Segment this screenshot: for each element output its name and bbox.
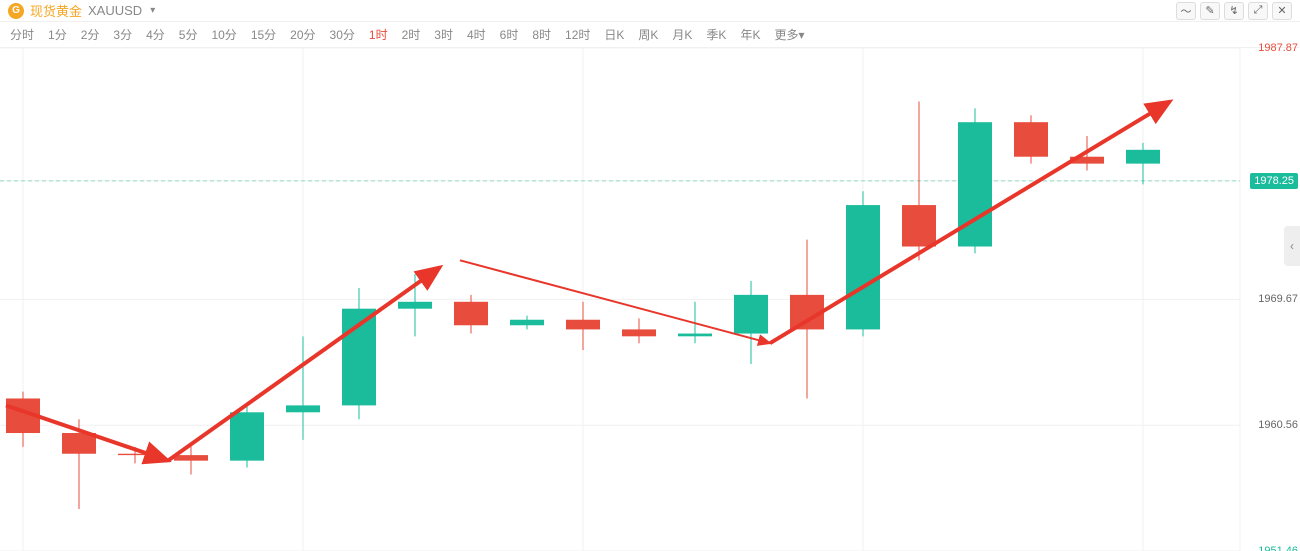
price-label-low: 1951.46 [1258, 545, 1298, 551]
timeframe-30分[interactable]: 30分 [330, 26, 355, 43]
timeframe-5分[interactable]: 5分 [179, 26, 198, 43]
timeframe-20分[interactable]: 20分 [290, 26, 315, 43]
timeframe-10分[interactable]: 10分 [211, 26, 236, 43]
timeframe-8时[interactable]: 8时 [532, 26, 551, 43]
candlestick-chart[interactable] [0, 48, 1300, 551]
toolbar: 〜 ✎ ↯ ⤢ ✕ [1176, 2, 1292, 20]
timeframe-季K[interactable]: 季K [706, 26, 726, 43]
price-label-mid1: 1969.67 [1258, 293, 1298, 305]
chart-area[interactable]: 1987.871978.251969.671960.561951.46 ‹ [0, 48, 1300, 551]
timeframe-更多▾[interactable]: 更多▾ [774, 26, 804, 43]
timeframe-2分[interactable]: 2分 [81, 26, 100, 43]
timeframe-3分[interactable]: 3分 [113, 26, 132, 43]
symbol-code[interactable]: XAUUSD [88, 3, 142, 18]
timeframe-15分[interactable]: 15分 [251, 26, 276, 43]
timeframe-3时[interactable]: 3时 [434, 26, 453, 43]
chevron-down-icon[interactable]: ▾ [150, 5, 155, 16]
timeframe-1分[interactable]: 1分 [48, 26, 67, 43]
timeframe-4分[interactable]: 4分 [146, 26, 165, 43]
timeframe-周K[interactable]: 周K [638, 26, 658, 43]
timeframe-4时[interactable]: 4时 [467, 26, 486, 43]
pencil-icon[interactable]: ✎ [1200, 2, 1220, 20]
timeframe-12时[interactable]: 12时 [565, 26, 590, 43]
price-label-high: 1987.87 [1258, 42, 1298, 54]
timeframe-分时[interactable]: 分时 [10, 26, 34, 43]
timeframe-月K[interactable]: 月K [672, 26, 692, 43]
close-icon[interactable]: ✕ [1272, 2, 1292, 20]
collapse-panel-icon[interactable]: ‹ [1284, 226, 1300, 266]
timeframe-2时[interactable]: 2时 [402, 26, 421, 43]
timeframe-bar: 分时 1分 2分 3分 4分 5分 10分 15分 20分 30分 1时 2时 3时 4时 6时 8时 12时日… [0, 22, 1300, 48]
timeframe-日K[interactable]: 日K [604, 26, 624, 43]
timeframe-年K[interactable]: 年K [740, 26, 760, 43]
timeframe-1时[interactable]: 1时 [369, 26, 388, 43]
chart-header: G 现货黄金 XAUUSD ▾ 〜 ✎ ↯ ⤢ ✕ [0, 0, 1300, 22]
timeframe-6时[interactable]: 6时 [500, 26, 519, 43]
indicator-icon[interactable]: ↯ [1224, 2, 1244, 20]
symbol-icon: G [8, 3, 24, 19]
symbol-name[interactable]: 现货黄金 [30, 1, 82, 20]
expand-icon[interactable]: ⤢ [1248, 2, 1268, 20]
price-label-current: 1978.25 [1250, 173, 1298, 189]
price-label-mid2: 1960.56 [1258, 419, 1298, 431]
line-chart-icon[interactable]: 〜 [1176, 2, 1196, 20]
